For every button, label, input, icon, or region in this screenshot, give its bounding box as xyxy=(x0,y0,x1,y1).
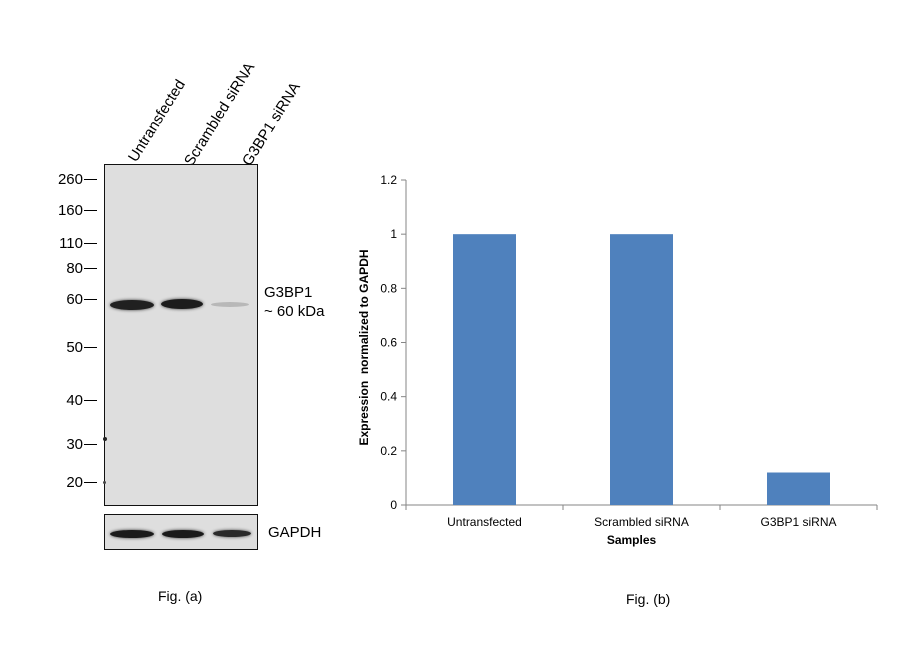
x-tick-label: Scrambled siRNA xyxy=(594,515,689,529)
x-tick-label: G3BP1 siRNA xyxy=(760,515,836,529)
mw-tick xyxy=(84,347,97,348)
mw-marker-label: 20 xyxy=(66,474,83,491)
y-tick-label: 1.2 xyxy=(380,173,397,187)
band-scrambled-sirna xyxy=(161,299,203,309)
y-tick-label: 0.6 xyxy=(380,336,397,350)
target-protein-size: ~ 60 kDa xyxy=(264,303,325,320)
x-axis-title: Samples xyxy=(607,533,657,547)
western-blot-membrane xyxy=(103,164,258,506)
chart-bars xyxy=(453,234,830,505)
mw-tick xyxy=(84,210,97,211)
mw-marker-label: 40 xyxy=(66,392,83,409)
x-tick-label: Untransfected xyxy=(447,515,522,529)
target-protein-name: G3BP1 xyxy=(264,284,313,301)
mw-marker-label: 110 xyxy=(59,235,83,252)
figure-caption-b: Fig. (b) xyxy=(626,591,671,607)
loading-control-label: GAPDH xyxy=(268,524,322,541)
mw-marker-160: 160 xyxy=(45,202,97,219)
lane-label-g3bp1-sirna: G3BP1 siRNA xyxy=(239,79,304,170)
gapdh-band-scrambled-sirna xyxy=(162,530,204,538)
target-protein-label: G3BP1 ~ 60 kDa xyxy=(264,283,324,321)
mw-marker-label: 30 xyxy=(66,436,83,453)
membrane-spot xyxy=(103,437,107,441)
band-untransfected xyxy=(110,300,154,310)
y-tick-label: 0.4 xyxy=(380,390,397,404)
mw-marker-label: 160 xyxy=(57,202,83,219)
membrane-spot xyxy=(103,481,106,484)
mw-marker-80: 80 xyxy=(45,260,97,277)
mw-tick xyxy=(84,482,97,483)
mw-marker-50: 50 xyxy=(45,339,97,356)
mw-marker-110: 110 xyxy=(45,235,97,252)
mw-marker-20: 20 xyxy=(45,474,97,491)
y-tick-label: 0.2 xyxy=(380,444,397,458)
mw-marker-label: 50 xyxy=(66,339,83,356)
mw-marker-40: 40 xyxy=(45,392,97,409)
mw-tick xyxy=(84,243,97,244)
y-tick-label: 0 xyxy=(390,498,397,512)
mw-marker-260: 260 xyxy=(45,171,97,188)
chart-labels: 0 0.2 0.4 0.6 0.8 1 1.2 Untransfected Scrambled … xyxy=(357,173,837,547)
gapdh-band-untransfected xyxy=(110,530,154,538)
y-tick-label: 0.8 xyxy=(380,281,397,295)
mw-tick xyxy=(84,268,97,269)
band-g3bp1-sirna xyxy=(211,302,249,307)
bar-chart: 0 0.2 0.4 0.6 0.8 1 1.2 Untransfected Scrambled … xyxy=(357,173,878,547)
mw-marker-60: 60 xyxy=(45,291,97,308)
gapdh-band-g3bp1-sirna xyxy=(213,530,251,537)
mw-tick xyxy=(84,299,97,300)
y-tick-label: 1 xyxy=(390,227,397,241)
mw-marker-label: 260 xyxy=(57,171,83,188)
figure-caption-a: Fig. (a) xyxy=(158,588,203,604)
mw-marker-label: 60 xyxy=(66,291,83,308)
y-axis-title: Expression normalized to GAPDH xyxy=(357,249,371,445)
lane-label-untransfected: Untransfected xyxy=(125,76,189,166)
bar-g3bp1-sirna xyxy=(767,472,830,505)
mw-marker-30: 30 xyxy=(45,436,97,453)
bar-scrambled-sirna xyxy=(610,234,673,505)
mw-tick xyxy=(84,400,97,401)
gapdh-blot-membrane xyxy=(104,514,258,550)
mw-tick xyxy=(84,179,97,180)
mw-marker-label: 80 xyxy=(66,260,83,277)
bar-untransfected xyxy=(453,234,516,505)
mw-tick xyxy=(84,444,97,445)
